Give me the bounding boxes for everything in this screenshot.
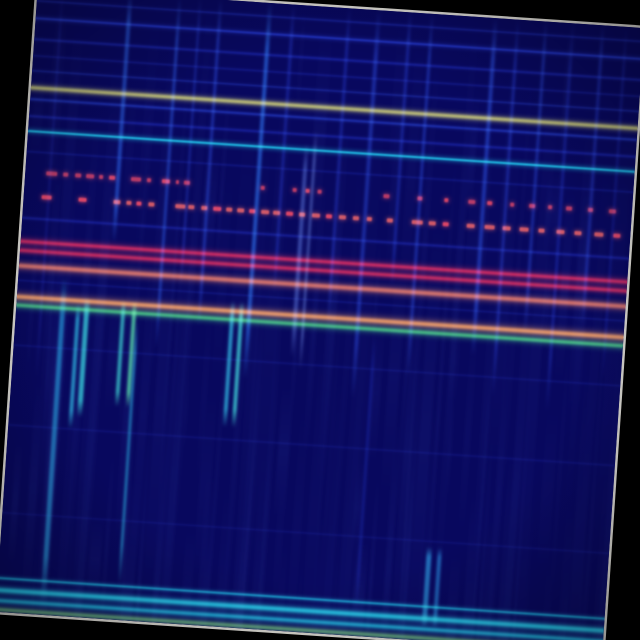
burst-dash [566,206,573,211]
burst-dash [74,173,82,178]
burst-dash [85,173,95,179]
burst-dash [312,212,320,218]
burst-dash [537,228,545,233]
burst-dash [126,200,132,206]
burst-dash [467,199,476,204]
burst-dash [588,207,594,212]
burst-dash [417,196,423,201]
burst-dash [292,187,298,192]
burst-dash [108,175,116,180]
burst-dash [175,203,186,209]
burst-dash [386,217,393,223]
burst-dash [411,219,423,225]
burst-dash [41,194,52,200]
burst-dash [442,221,449,227]
burst-dash [62,172,68,177]
burst-dash [184,180,191,185]
burst-dash [261,209,269,215]
burst-dash [366,216,373,222]
burst-dash [528,203,535,208]
burst-dash [161,178,171,184]
burst-dash [212,206,222,212]
burst-dash [175,179,180,185]
burst-dash [113,199,121,205]
burst-dash [487,200,493,206]
burst-dash [226,207,233,212]
burst-dash [131,176,142,182]
burst-dash [200,205,208,211]
burst-dash [46,171,58,176]
burst-dash [317,189,322,194]
burst-dash [338,214,347,220]
burst-dash [443,197,449,203]
burst-dash [510,202,515,207]
burst-dash [273,210,280,216]
burst-dash [260,185,265,190]
burst-dash [147,201,155,207]
burst-dash [593,231,604,237]
burst-dash [298,211,306,217]
burst-dash [249,208,256,214]
burst-dash [484,224,495,230]
burst-dash [608,208,617,214]
burst-dash [325,213,332,219]
burst-dash [136,200,142,206]
burst-dash [237,207,245,213]
burst-dash [466,223,476,229]
burst-dash [502,225,511,231]
burst-dash [285,211,294,217]
burst-dash [78,197,87,203]
burst-dash [556,229,565,235]
burst-dash [519,226,529,232]
burst-dash [574,230,582,236]
burst-dash [383,193,390,199]
burst-dash [188,204,195,210]
burst-dash [305,188,310,193]
burst-dash [352,215,359,221]
burst-dash [428,220,437,226]
burst-dash [548,204,552,210]
burst-dash [146,177,152,183]
burst-dash [99,174,104,179]
burst-dash [613,233,621,239]
